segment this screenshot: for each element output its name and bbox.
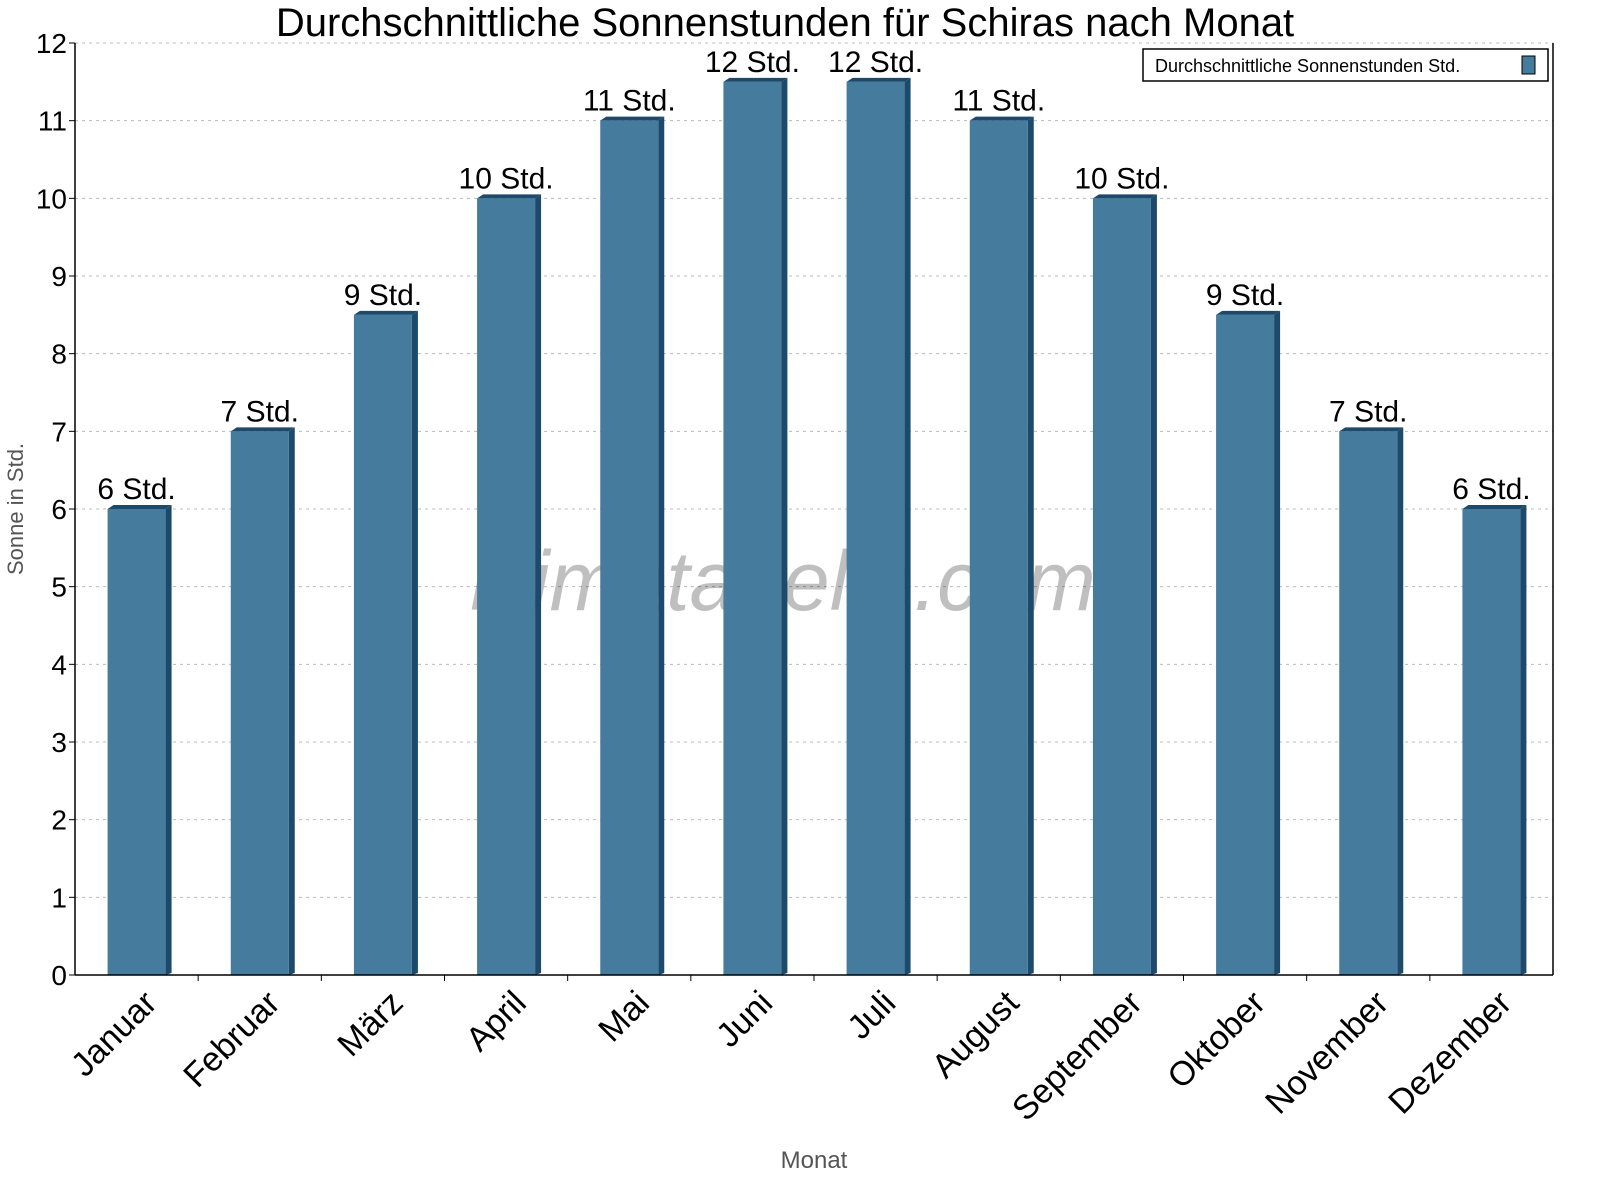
y-tick-label: 0: [51, 960, 67, 991]
bar: [107, 509, 166, 975]
bar-data-label: 7 Std.: [1329, 395, 1407, 428]
bar-top: [723, 77, 788, 82]
bar-data-label: 6 Std.: [97, 473, 175, 506]
bar-side: [658, 116, 665, 975]
legend: Durchschnittliche Sonnenstunden Std.: [1142, 48, 1549, 82]
legend-swatch: [1521, 55, 1536, 75]
y-tick-label: 7: [51, 416, 67, 447]
bar: [1339, 431, 1398, 975]
bar-side: [1150, 194, 1157, 976]
y-tick-label: 9: [51, 261, 67, 292]
y-tick-label: 6: [51, 494, 67, 525]
y-axis-label: Sonne in Std.: [3, 443, 28, 575]
x-tick-label: Dezember: [1381, 984, 1519, 1122]
x-tick-label: Mai: [591, 984, 657, 1050]
bar-side: [1027, 116, 1034, 975]
bar: [1216, 314, 1275, 975]
bar-side: [904, 77, 911, 976]
bar-side: [411, 310, 418, 975]
legend-box: [1142, 48, 1549, 82]
bar-data-label: 12 Std.: [828, 46, 923, 79]
bar-side: [288, 427, 295, 975]
bar: [846, 81, 905, 976]
x-tick-label: April: [459, 984, 534, 1059]
bar: [230, 431, 289, 975]
bar: [600, 120, 659, 975]
bar-data-label: 7 Std.: [221, 395, 299, 428]
y-tick-label: 4: [51, 649, 67, 680]
bar: [353, 314, 412, 975]
y-tick-label: 1: [51, 882, 67, 913]
x-tick-label: März: [330, 984, 410, 1064]
x-tick-label: September: [1005, 984, 1149, 1128]
bar-top: [969, 116, 1034, 121]
y-tick-label: 11: [38, 106, 67, 137]
x-tick-label: November: [1258, 984, 1396, 1122]
x-tick-label: Januar: [64, 984, 164, 1084]
y-tick-label: 8: [51, 339, 67, 370]
legend-label: Durchschnittliche Sonnenstunden Std.: [1155, 56, 1460, 76]
chart-title: Durchschnittliche Sonnenstunden für Schi…: [276, 1, 1294, 45]
y-tick-label: 2: [51, 805, 67, 836]
y-tick-label: 12: [36, 28, 67, 59]
bar: [1092, 198, 1151, 976]
bar-data-label: 12 Std.: [705, 46, 800, 79]
x-axis-label: Monat: [781, 1147, 848, 1174]
bar: [969, 120, 1028, 975]
bar-side: [1520, 505, 1527, 975]
bars: 6 Std. 7 Std. 9 Std. 10 Std. 11 Std. 12 Std. 1…: [97, 46, 1531, 976]
x-tick-label: Februar: [176, 984, 287, 1095]
bar-side: [1274, 310, 1281, 975]
bar-top: [230, 427, 295, 432]
x-tick-label: August: [925, 983, 1027, 1085]
bar-data-label: 9 Std.: [344, 279, 422, 312]
bar: [1462, 509, 1521, 975]
bar-side: [535, 194, 542, 976]
bar-top: [846, 77, 911, 82]
bar-top: [1216, 310, 1281, 315]
bar-data-label: 10 Std.: [459, 162, 554, 195]
bar-side: [165, 505, 172, 975]
x-tick-label: Juni: [709, 984, 780, 1055]
bar-top: [477, 194, 542, 199]
bar-data-label: 10 Std.: [1074, 162, 1169, 195]
bar: [723, 81, 782, 976]
y-tick-label: 10: [36, 183, 67, 214]
bar-data-label: 11 Std.: [952, 85, 1045, 118]
bar-data-label: 11 Std.: [583, 85, 676, 118]
bar-top: [1339, 427, 1404, 432]
grid: [75, 42, 1553, 898]
bar: [477, 198, 536, 976]
bar-side: [1397, 427, 1404, 975]
bar-top: [1092, 194, 1157, 199]
x-tick-label: Juli: [840, 984, 903, 1047]
x-tick-label: Oktober: [1160, 984, 1272, 1096]
bar-top: [107, 505, 172, 509]
bar-top: [600, 116, 665, 121]
y-tick-label: 5: [51, 572, 67, 603]
bar-top: [1462, 505, 1527, 509]
y-tick-label: 3: [51, 727, 67, 758]
bar-side: [781, 77, 788, 976]
bar-top: [353, 310, 418, 315]
bar-data-label: 9 Std.: [1206, 279, 1284, 312]
bar-data-label: 6 Std.: [1452, 473, 1530, 506]
